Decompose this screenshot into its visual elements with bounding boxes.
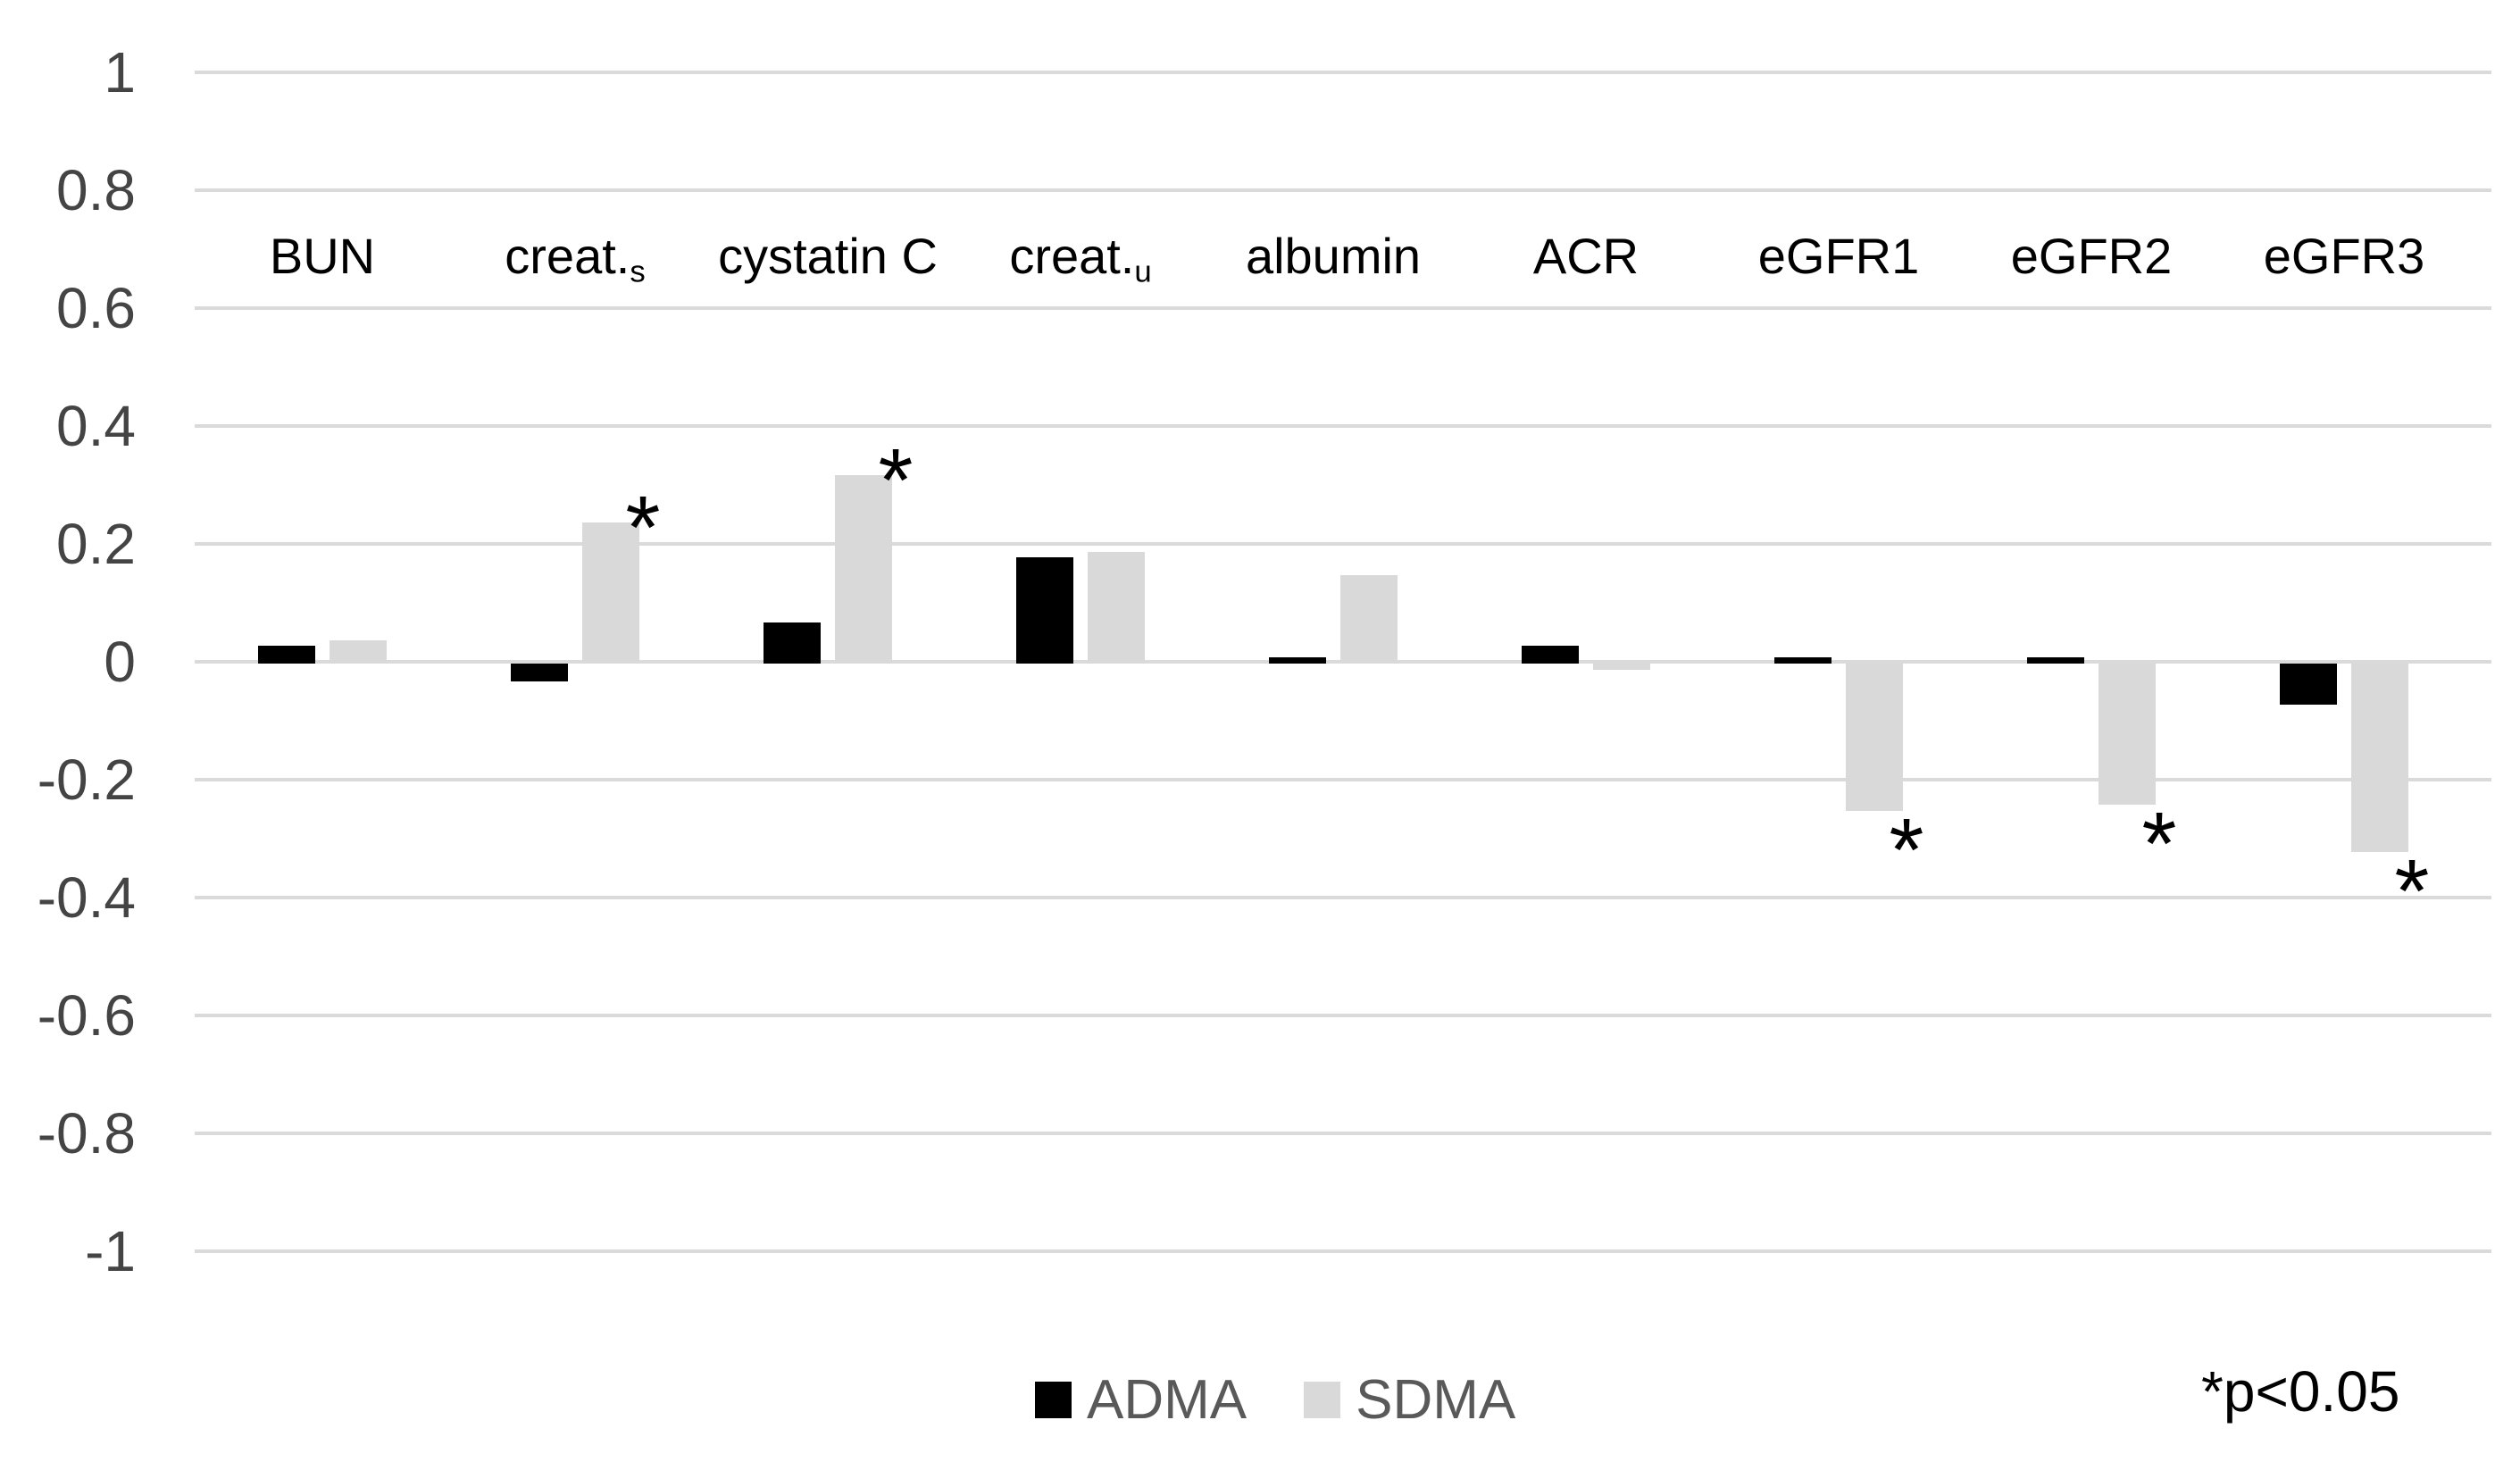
y-axis-tick-label: -0.4 bbox=[37, 865, 136, 930]
legend-item-adma: ADMA bbox=[1035, 1368, 1247, 1432]
bar-sdma-albumin bbox=[1340, 575, 1398, 664]
category-label: BUN bbox=[171, 228, 474, 285]
category-label-text: cystatin C bbox=[718, 228, 938, 284]
bar-sdma-BUN bbox=[330, 640, 387, 664]
gridline bbox=[195, 1132, 2491, 1135]
bar-adma-cystatin C bbox=[764, 622, 821, 664]
bar-adma-eGFR3 bbox=[2280, 664, 2337, 705]
gridline bbox=[195, 896, 2491, 899]
bar-adma-BUN bbox=[258, 646, 315, 664]
category-label-text: ACR bbox=[1532, 228, 1640, 284]
significance-asterisk: * bbox=[878, 430, 914, 530]
category-label-text: creat. bbox=[505, 228, 630, 284]
adma-swatch bbox=[1035, 1381, 1072, 1418]
category-label-subscript: s bbox=[630, 255, 646, 289]
significance-asterisk: * bbox=[2141, 794, 2177, 894]
bar-sdma-ACR bbox=[1593, 664, 1650, 670]
category-label-text: eGFR1 bbox=[1757, 228, 1920, 284]
legend-label-adma: ADMA bbox=[1087, 1368, 1247, 1431]
gridline bbox=[195, 778, 2491, 781]
bar-sdma-creat.s bbox=[582, 522, 639, 664]
bar-sdma-eGFR2 bbox=[2099, 664, 2156, 805]
y-axis-tick-label: 0.2 bbox=[56, 512, 136, 576]
bar-sdma-eGFR1 bbox=[1846, 664, 1903, 811]
category-label-text: BUN bbox=[269, 228, 376, 284]
category-label: eGFR2 bbox=[1940, 228, 2243, 285]
significance-asterisk: * bbox=[1889, 800, 1924, 900]
category-label: creat.s bbox=[423, 228, 727, 301]
bar-adma-eGFR2 bbox=[2027, 657, 2084, 664]
y-axis-tick-label: -0.6 bbox=[37, 983, 136, 1048]
gridline bbox=[195, 424, 2491, 428]
significance-asterisk: * bbox=[625, 478, 661, 578]
bar-sdma-creat.u bbox=[1088, 552, 1145, 664]
category-label-text: creat. bbox=[1009, 228, 1135, 284]
gridline bbox=[195, 71, 2491, 74]
bar-adma-creat.u bbox=[1016, 557, 1073, 664]
category-label: eGFR1 bbox=[1687, 228, 1990, 285]
category-label: cystatin C bbox=[676, 228, 980, 285]
gridline bbox=[195, 542, 2491, 546]
legend-item-sdma: SDMA bbox=[1304, 1368, 1515, 1432]
y-axis-tick-label: -0.2 bbox=[37, 748, 136, 812]
bar-adma-ACR bbox=[1522, 646, 1579, 664]
sdma-swatch bbox=[1304, 1381, 1341, 1418]
legend-label-sdma: SDMA bbox=[1356, 1368, 1516, 1431]
bar-sdma-eGFR3 bbox=[2351, 664, 2408, 852]
category-label-text: albumin bbox=[1245, 228, 1422, 284]
gridline bbox=[195, 306, 2491, 310]
y-axis-tick-label: -0.8 bbox=[37, 1101, 136, 1165]
gridline bbox=[195, 188, 2491, 192]
category-label: creat.u bbox=[929, 228, 1232, 301]
category-label: ACR bbox=[1434, 228, 1738, 285]
y-axis-tick-label: 1 bbox=[104, 40, 136, 104]
significance-asterisk: * bbox=[2394, 841, 2430, 941]
y-axis-tick-label: -1 bbox=[85, 1219, 136, 1283]
y-axis-tick-label: 0.8 bbox=[56, 158, 136, 222]
gridline bbox=[195, 1249, 2491, 1253]
bar-adma-eGFR1 bbox=[1774, 657, 1832, 664]
category-label-subscript: u bbox=[1134, 255, 1152, 289]
y-axis-tick-label: 0.6 bbox=[56, 276, 136, 340]
significance-footnote: *p<0.05 bbox=[2201, 1359, 2400, 1424]
gridline bbox=[195, 1014, 2491, 1017]
bar-adma-albumin bbox=[1269, 657, 1326, 664]
y-axis-tick-label: 0 bbox=[104, 630, 136, 694]
legend: ADMA SDMA bbox=[1035, 1367, 1515, 1432]
bar-sdma-cystatin C bbox=[835, 475, 892, 664]
y-axis-tick-label: 0.4 bbox=[56, 394, 136, 458]
category-label-text: eGFR3 bbox=[2263, 228, 2425, 284]
bar-adma-creat.s bbox=[511, 664, 568, 681]
category-label: eGFR3 bbox=[2192, 228, 2496, 285]
category-label: albumin bbox=[1181, 228, 1485, 285]
category-label-text: eGFR2 bbox=[2010, 228, 2173, 284]
